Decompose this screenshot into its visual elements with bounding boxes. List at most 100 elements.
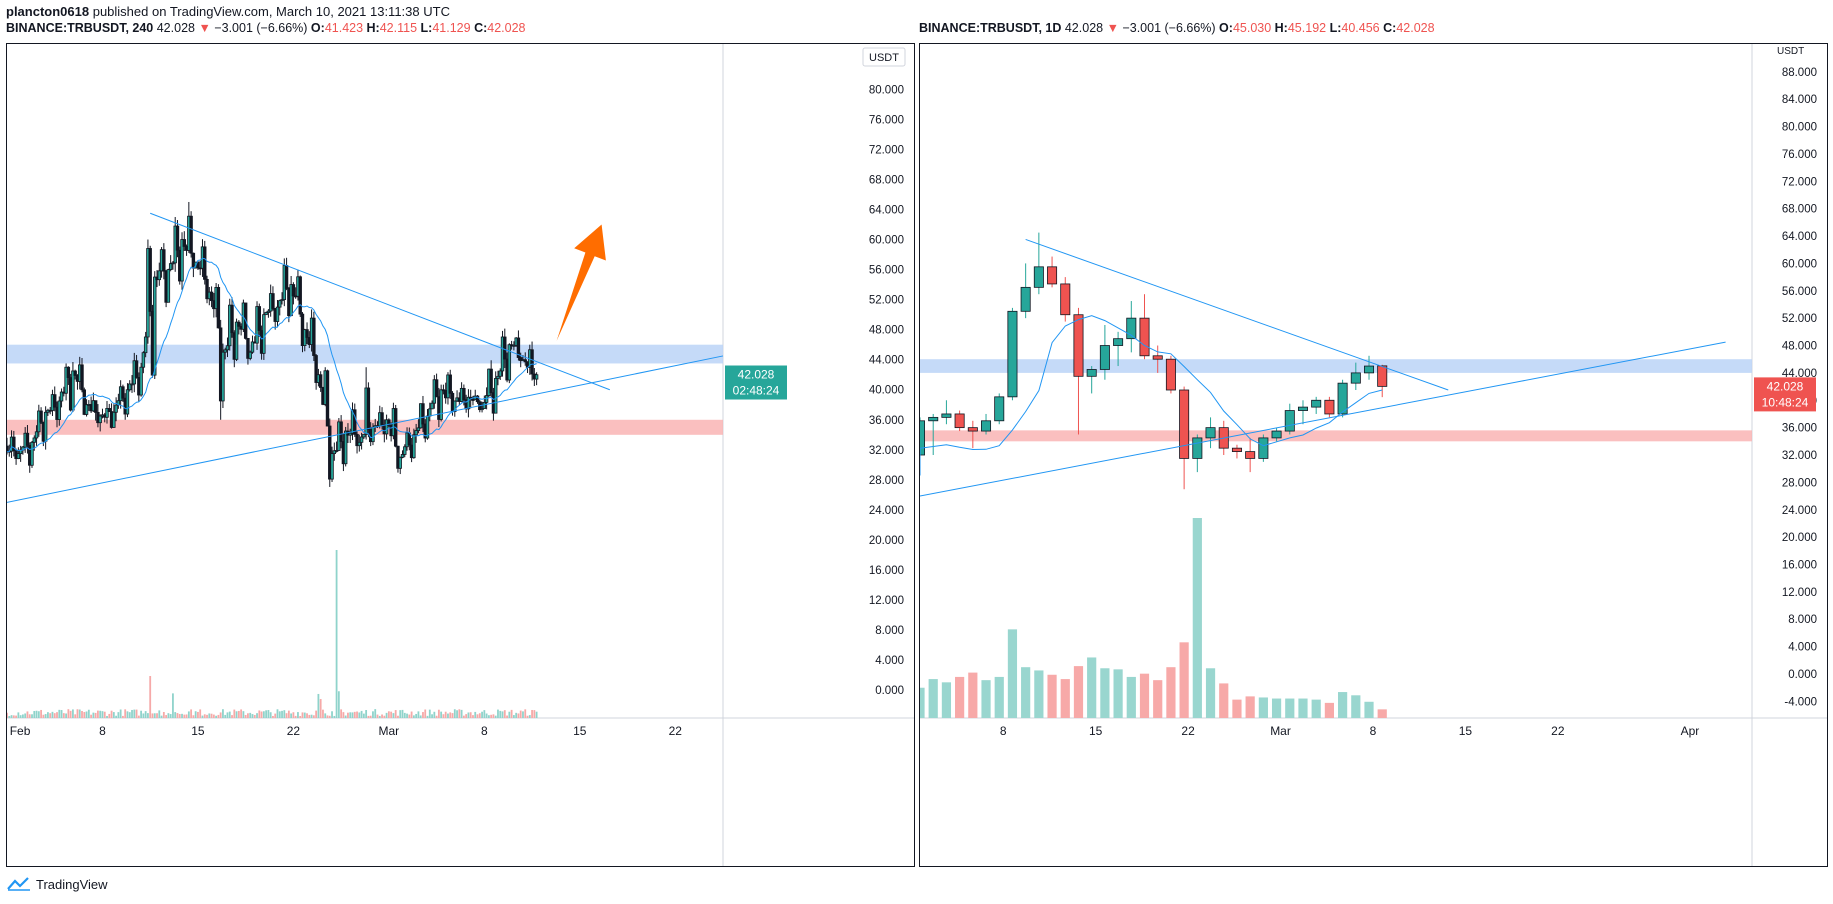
- volume-bar: [33, 710, 36, 718]
- bull-candle: [994, 396, 1005, 422]
- volume-bar: [142, 713, 145, 718]
- left-symbol[interactable]: BINANCE:TRBUSDT, 240: [6, 21, 154, 35]
- volume-bar: [335, 550, 338, 718]
- bear-candle: [366, 387, 371, 430]
- volume-bar: [490, 714, 493, 718]
- bear-candle: [148, 248, 152, 312]
- published-text: published on TradingView.com, March 10, …: [92, 4, 450, 19]
- right-chart-panel[interactable]: 88.000 84.000 80.000 76.000 72.000 68.000 64.0…: [919, 43, 1828, 867]
- volume-bar: [412, 715, 415, 718]
- price-tick-label: 44.000: [869, 355, 904, 367]
- bear-candle: [339, 421, 343, 442]
- bull-candle: [384, 419, 389, 435]
- volume-bar: [303, 712, 306, 718]
- volume-bar: [60, 710, 63, 718]
- tradingview-brand[interactable]: TradingView: [6, 876, 108, 892]
- volume-bar: [426, 715, 429, 718]
- volume-bar: [469, 712, 472, 718]
- volume-bar: [124, 709, 127, 718]
- price-tick-label: 8.000: [1788, 614, 1817, 626]
- time-tick-label: Mar: [1270, 724, 1291, 738]
- tradingview-logo-icon: [7, 877, 30, 891]
- volume-bar: [258, 710, 261, 718]
- bull-candle: [153, 276, 157, 376]
- time-tick-label: 15: [573, 724, 587, 738]
- volume-bar: [251, 714, 254, 718]
- volume-bar: [35, 710, 38, 718]
- bear-candle: [209, 291, 214, 302]
- bull-candle: [264, 312, 268, 316]
- left-chart-canvas[interactable]: 84.00080.00076.00072.00068.00064.00060.0…: [7, 44, 915, 867]
- time-tick-label: 8: [1000, 724, 1007, 738]
- volume-bar: [383, 715, 386, 718]
- bull-candle: [221, 351, 225, 402]
- price-tick-label: 72.000: [869, 144, 904, 156]
- bull-candle: [171, 262, 175, 265]
- volume-bar: [349, 712, 352, 718]
- bar-countdown: 02:48:24: [733, 384, 780, 398]
- volume-bar: [510, 709, 513, 718]
- bear-candle: [53, 394, 57, 408]
- bull-candle: [266, 310, 271, 313]
- bear-candle: [66, 366, 71, 378]
- volume-bar: [10, 715, 13, 718]
- volume-bar: [1364, 701, 1374, 718]
- author-name[interactable]: plancton0618: [6, 4, 90, 19]
- volume-bar: [347, 712, 349, 718]
- footer-brand-label: TradingView: [36, 876, 108, 892]
- volume-bar: [203, 714, 206, 718]
- volume-bar: [920, 687, 925, 718]
- volume-bar: [117, 712, 120, 718]
- time-tick-label: Feb: [10, 724, 31, 738]
- left-open: 41.423: [324, 21, 364, 35]
- resistance-zone: [7, 344, 723, 364]
- volume-bar: [26, 711, 29, 718]
- volume-bar: [169, 714, 172, 718]
- volume-bar: [226, 712, 229, 718]
- volume-bar: [285, 713, 288, 718]
- bear-candle: [39, 410, 43, 423]
- price-tick-label: 72.000: [1782, 176, 1817, 188]
- volume-bar: [322, 709, 324, 718]
- volume-bar: [199, 709, 202, 718]
- bear-candle: [530, 349, 534, 375]
- volume-bar: [406, 713, 408, 718]
- time-tick-label: 8: [481, 724, 488, 738]
- right-symbol[interactable]: BINANCE:TRBUSDT, 1D: [919, 21, 1062, 35]
- bull-candle: [534, 374, 539, 380]
- price-tick-label: 40.000: [869, 385, 904, 397]
- volume-bar: [1205, 668, 1216, 718]
- bull-candle: [275, 306, 280, 322]
- bull-candle: [262, 314, 266, 354]
- left-chart-panel[interactable]: 84.00080.00076.00072.00068.00064.00060.0…: [6, 43, 915, 867]
- volume-bar: [1073, 666, 1084, 718]
- time-tick-label: Apr: [1681, 724, 1700, 738]
- left-change: −3.001 (−6.66%): [214, 21, 308, 35]
- trendline: [150, 212, 610, 391]
- time-tick-label: 22: [1181, 724, 1195, 738]
- bull-candle: [1258, 437, 1269, 459]
- price-tick-label: 64.000: [1782, 231, 1817, 243]
- volume-bar: [272, 715, 274, 718]
- price-tick-label: 56.000: [1782, 286, 1817, 298]
- bull-candle: [359, 436, 364, 443]
- bull-candle: [330, 453, 334, 480]
- volume-bar: [144, 711, 147, 718]
- volume-bar: [78, 709, 81, 718]
- volume-bar: [151, 713, 154, 718]
- right-chart-canvas[interactable]: 88.00084.00080.00076.00072.00068.00064.0…: [920, 44, 1828, 867]
- volume-bar: [447, 713, 449, 718]
- volume-bar: [326, 715, 329, 718]
- bear-candle: [489, 368, 493, 394]
- volume-bar: [474, 711, 477, 718]
- volume-bar: [206, 714, 208, 718]
- volume-bar: [431, 714, 433, 718]
- volume-bar: [297, 712, 299, 718]
- volume-bar: [7, 712, 8, 718]
- volume-bar: [1192, 518, 1202, 718]
- volume-bar: [244, 714, 247, 718]
- bull-candle: [1271, 430, 1282, 439]
- volume-bar: [941, 682, 952, 718]
- left-last-price: 42.028: [156, 21, 195, 35]
- bear-candle: [25, 432, 30, 446]
